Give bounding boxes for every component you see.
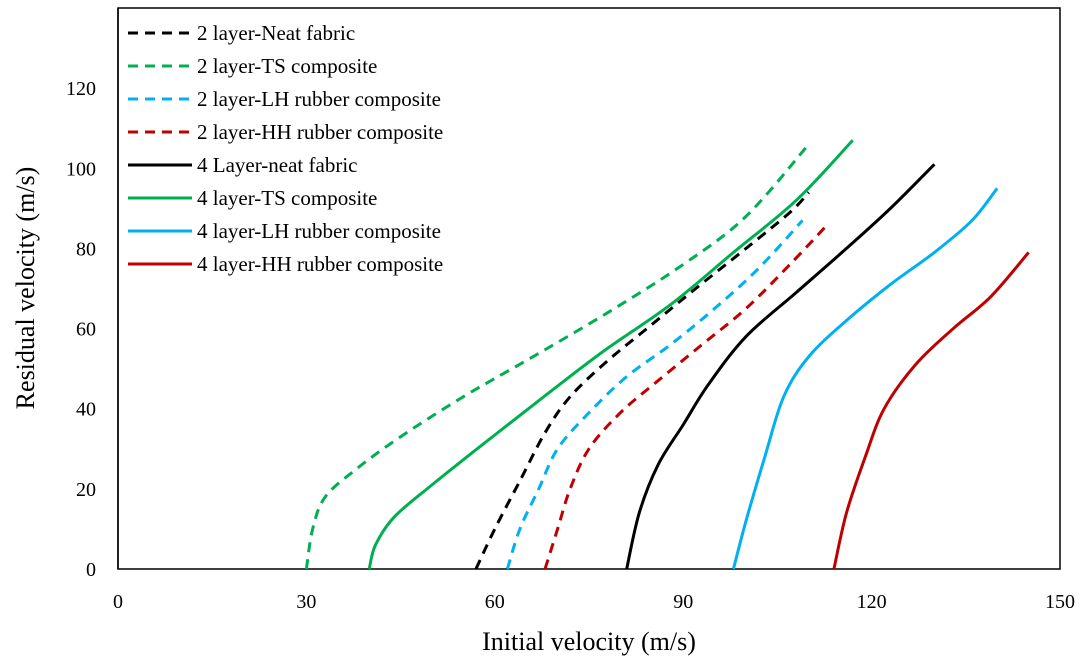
y-tick-label: 60 xyxy=(76,319,96,341)
y-tick-label: 20 xyxy=(76,479,96,501)
x-tick-label: 90 xyxy=(673,591,693,613)
series-line-3 xyxy=(505,219,804,570)
legend-label: 2 layer-HH rubber composite xyxy=(197,120,443,144)
legend-item: 2 layer-HH rubber composite xyxy=(128,120,443,144)
legend-label: 2 layer-LH rubber composite xyxy=(197,87,441,111)
legend-label: 4 Layer-neat fabric xyxy=(197,153,357,177)
legend-item: 4 Layer-neat fabric xyxy=(128,153,357,177)
legend-label: 4 layer-HH rubber composite xyxy=(197,252,443,276)
y-tick-label: 40 xyxy=(76,399,96,421)
legend-item: 4 layer-LH rubber composite xyxy=(128,219,441,243)
x-tick-label: 120 xyxy=(857,591,887,613)
series-layer xyxy=(304,139,1030,570)
legend-label: 2 layer-Neat fabric xyxy=(197,21,355,45)
y-tick-label: 80 xyxy=(76,238,96,260)
x-tick-label: 0 xyxy=(113,591,123,613)
x-tick-label: 60 xyxy=(485,591,505,613)
legend-item: 4 layer-HH rubber composite xyxy=(128,252,443,276)
legend: 2 layer-Neat fabric 2 layer-TS composite 2… xyxy=(128,21,443,276)
legend-label: 2 layer-TS composite xyxy=(197,54,377,78)
x-tick-label: 30 xyxy=(296,591,316,613)
y-tick-labels: 0 20 40 60 80 100 120 xyxy=(66,78,96,581)
series-line-5 xyxy=(625,163,936,570)
y-tick-label: 120 xyxy=(66,78,96,100)
y-axis-title: Residual velocity (m/s) xyxy=(11,167,40,410)
y-tick-label: 100 xyxy=(66,158,96,180)
y-tick-label: 0 xyxy=(86,559,96,581)
series-line-8 xyxy=(832,251,1030,570)
legend-item: 4 layer-TS composite xyxy=(128,186,377,210)
legend-item: 2 layer-Neat fabric xyxy=(128,21,355,45)
legend-item: 2 layer-LH rubber composite xyxy=(128,87,441,111)
x-tick-label: 150 xyxy=(1045,591,1075,613)
series-line-2 xyxy=(304,143,810,570)
series-line-6 xyxy=(367,139,854,570)
x-tick-labels: 0 30 60 90 120 150 xyxy=(113,591,1075,613)
series-line-7 xyxy=(731,187,999,570)
x-axis-title: Initial velocity (m/s) xyxy=(482,627,696,656)
legend-label: 4 layer-TS composite xyxy=(197,186,377,210)
series-line-1 xyxy=(474,191,810,570)
legend-item: 2 layer-TS composite xyxy=(128,54,377,78)
legend-label: 4 layer-LH rubber composite xyxy=(197,219,441,243)
